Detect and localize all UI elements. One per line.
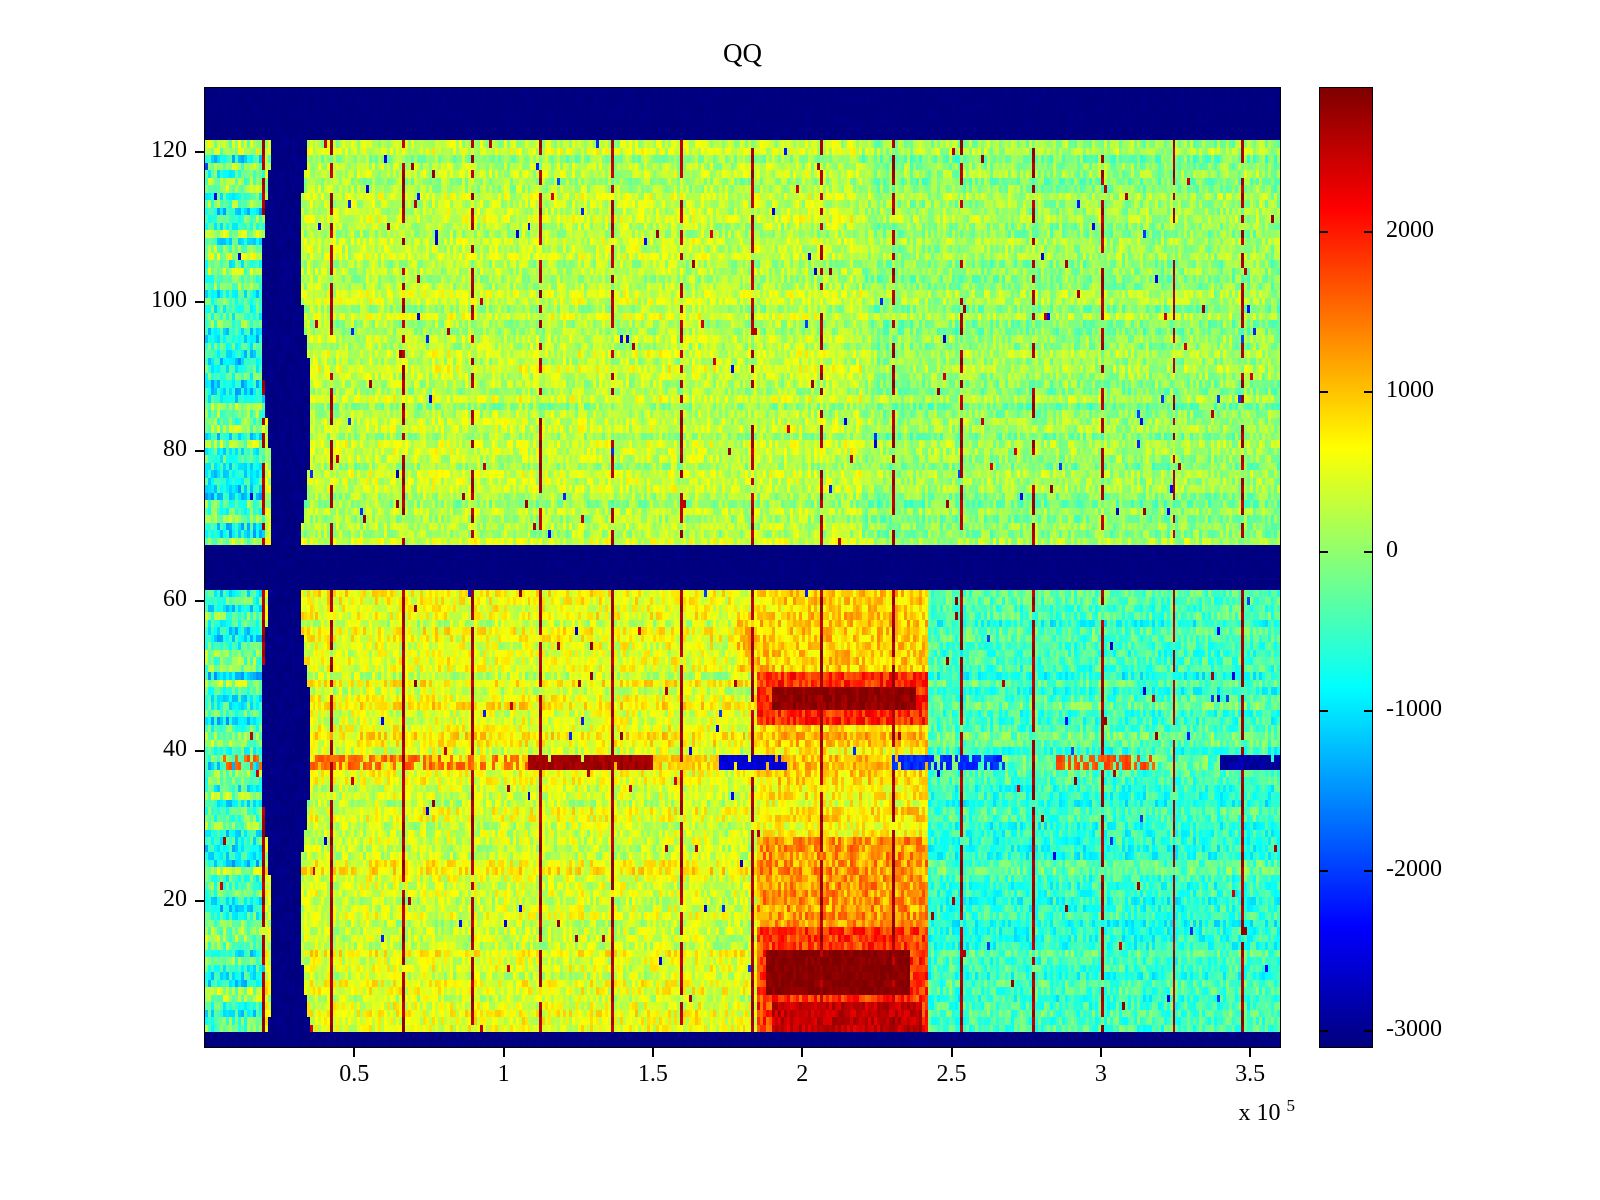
colorbar-tick-label: 2000 [1386,216,1434,243]
chart-title: QQ [723,38,762,68]
colorbar-canvas [1320,88,1372,1047]
colorbar-tick-mark-right [1364,550,1372,553]
x-tick-label: 2.5 [936,1061,967,1087]
y-tick-label: 120 [151,136,187,163]
y-tick-label: 20 [163,885,187,912]
y-tick-mark [195,450,204,453]
y-tick-label: 80 [163,436,187,463]
colorbar-tick-label: 1000 [1386,376,1434,403]
colorbar-tick-mark [1320,390,1328,393]
y-tick-label: 40 [163,736,187,763]
colorbar-tick-label: 0 [1386,536,1398,563]
colorbar-tick-mark [1320,710,1328,713]
x-tick-mark [1099,1048,1102,1057]
x-tick-label: 1 [497,1061,510,1087]
colorbar-tick-label: -2000 [1386,856,1442,883]
colorbar-tick-mark [1320,870,1328,873]
colorbar-tick-mark-right [1364,230,1372,233]
colorbar-tick-mark [1320,230,1328,233]
x-tick-mark [801,1048,804,1057]
x-tick-mark [950,1048,953,1057]
colorbar-tick-mark-right [1364,1030,1372,1033]
colorbar-tick-mark [1320,1030,1328,1033]
colorbar-tick-mark [1320,550,1328,553]
y-tick-label: 60 [163,586,187,613]
y-tick-mark [195,150,204,153]
colorbar-tick-label: -3000 [1386,1016,1442,1043]
colorbar [1319,87,1373,1048]
y-tick-mark [195,750,204,753]
x-axis-exponent-label: x 10 5 [1185,1096,1296,1127]
y-tick-mark [195,600,204,603]
colorbar-tick-mark-right [1364,710,1372,713]
x-tick-label: 2 [796,1061,809,1087]
colorbar-tick-mark-right [1364,870,1372,873]
x-tick-label: 3.5 [1235,1061,1266,1087]
x-exponent-prefix: x 10 [1238,1100,1281,1126]
colorbar-tick-label: -1000 [1386,696,1442,723]
x-tick-mark [651,1048,654,1057]
y-tick-mark [195,899,204,902]
x-tick-mark [1249,1048,1252,1057]
x-exponent-value: 5 [1286,1096,1296,1115]
x-tick-label: 0.5 [339,1061,370,1087]
x-tick-mark [502,1048,505,1057]
heatmap-plot [204,87,1281,1048]
colorbar-tick-mark-right [1364,390,1372,393]
y-tick-mark [195,300,204,303]
x-tick-label: 1.5 [637,1061,668,1087]
x-tick-label: 3 [1094,1061,1107,1087]
y-tick-label: 100 [151,286,187,313]
heatmap-canvas [205,88,1280,1047]
x-tick-mark [353,1048,356,1057]
